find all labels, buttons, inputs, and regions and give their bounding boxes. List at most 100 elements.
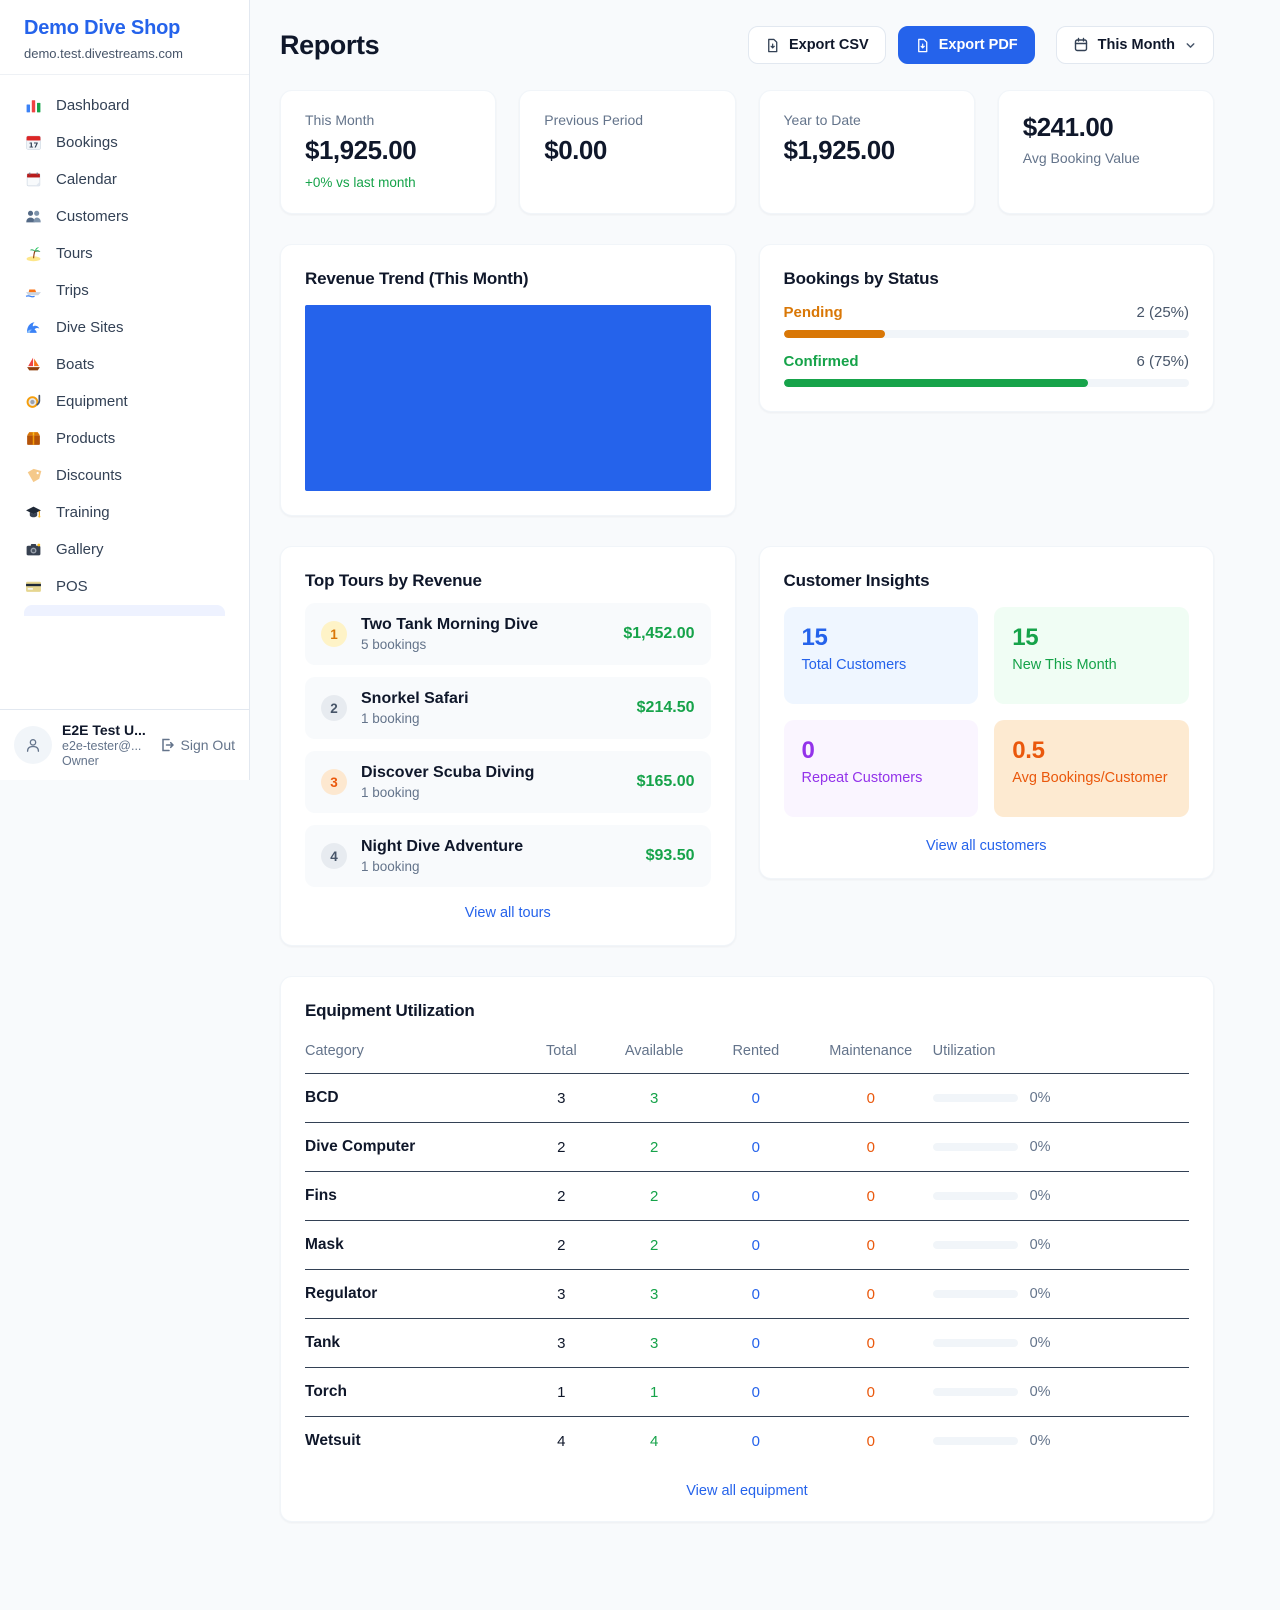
sign-out-icon (161, 738, 174, 752)
shop-domain: demo.test.divestreams.com (24, 46, 183, 61)
tour-name: Night Dive Adventure (361, 838, 524, 855)
sidebar-item-discounts[interactable]: Discounts (12, 457, 237, 494)
stat-value: $241.00 (1022, 112, 1114, 142)
sidebar-item-pos[interactable]: POS (12, 568, 237, 605)
insight-value: 15 (801, 624, 828, 651)
equipment-maintenance: 0 (808, 1318, 933, 1368)
sidebar-item-label: Training (56, 504, 110, 521)
equipment-available: 1 (605, 1367, 703, 1417)
equipment-rented: 0 (702, 1367, 809, 1417)
equipment-available: 3 (605, 1073, 703, 1123)
period-dropdown[interactable]: This Month (1055, 26, 1214, 64)
status-label: Confirmed (783, 353, 859, 370)
insight-tile-avg-bookings: 0.5 Avg Bookings/Customer (994, 720, 1189, 817)
file-download-icon (917, 38, 928, 52)
people-icon (24, 208, 42, 225)
table-row: Tank 3 3 0 0 0% (305, 1318, 1189, 1368)
equipment-category: Regulator (305, 1269, 518, 1319)
sidebar-item-trips[interactable]: Trips (12, 272, 237, 309)
sidebar-item-label: Calendar (56, 171, 117, 188)
revenue-trend-chart (305, 305, 711, 491)
sidebar-item-dive-sites[interactable]: Dive Sites (12, 309, 237, 346)
equipment-utilization-card: Equipment Utilization Category Total Ava… (280, 976, 1214, 1522)
view-all-equipment-link[interactable]: View all equipment (686, 1483, 808, 1499)
table-row: Fins 2 2 0 0 0% (305, 1171, 1189, 1221)
sidebar-user-footer: E2E Test U... e2e-tester@... Owner Sign … (0, 709, 249, 780)
status-count: 2 (25%) (1136, 304, 1189, 321)
utilization-percent: 0% (1029, 1384, 1051, 1400)
utilization-bar (932, 1290, 1018, 1298)
sidebar-item-selected-partial[interactable] (24, 605, 225, 616)
stat-value: $1,925.00 (783, 135, 896, 165)
rank-badge: 3 (321, 769, 347, 795)
sidebar-item-gallery[interactable]: Gallery (12, 531, 237, 568)
equipment-available: 3 (605, 1318, 703, 1368)
sidebar-item-boats[interactable]: Boats (12, 346, 237, 383)
stat-label: Year to Date (783, 112, 861, 128)
sidebar-item-equipment[interactable]: Equipment (12, 383, 237, 420)
utilization-bar (932, 1437, 1018, 1445)
sidebar-item-customers[interactable]: Customers (12, 198, 237, 235)
sidebar-item-dashboard[interactable]: Dashboard (12, 87, 237, 124)
tour-revenue: $214.50 (636, 699, 695, 716)
status-row-confirmed: Confirmed 6 (75%) (783, 353, 1189, 387)
status-count: 6 (75%) (1136, 353, 1189, 370)
utilization-bar (932, 1192, 1018, 1200)
sign-out-button[interactable]: Sign Out (159, 737, 235, 753)
sidebar-item-label: Trips (56, 282, 89, 299)
equipment-category: Mask (305, 1220, 518, 1270)
revenue-trend-title: Revenue Trend (This Month) (305, 269, 529, 288)
export-csv-label: Export CSV (788, 37, 869, 53)
sign-out-label: Sign Out (180, 737, 235, 753)
tour-revenue: $93.50 (645, 847, 695, 864)
table-row: Torch 1 1 0 0 0% (305, 1367, 1189, 1417)
tour-name: Snorkel Safari (361, 690, 469, 707)
equipment-rented: 0 (702, 1318, 809, 1368)
stat-card-year-to-date: Year to Date $1,925.00 (758, 90, 975, 214)
page-title: Reports (280, 29, 380, 60)
utilization-percent: 0% (1029, 1090, 1051, 1106)
shop-name: Demo Dive Shop (24, 17, 181, 39)
top-tours-title: Top Tours by Revenue (305, 571, 482, 590)
revenue-trend-card: Revenue Trend (This Month) (280, 244, 736, 516)
sailboat-icon (24, 356, 42, 373)
camera-icon (24, 541, 42, 558)
sidebar-item-training[interactable]: Training (12, 494, 237, 531)
tour-bookings: 1 booking (361, 711, 420, 726)
insight-tile-new-this-month: 15 New This Month (994, 607, 1189, 704)
utilization-percent: 0% (1029, 1237, 1051, 1253)
tour-list-item: 2 Snorkel Safari 1 booking $214.50 (305, 677, 711, 739)
equipment-rented: 0 (702, 1122, 809, 1172)
palm-island-icon (24, 245, 42, 262)
equipment-maintenance: 0 (808, 1073, 933, 1123)
user-info: E2E Test U... e2e-tester@... Owner (62, 722, 149, 768)
sidebar-item-bookings[interactable]: 17 Bookings (12, 124, 237, 161)
equipment-category: Dive Computer (305, 1122, 518, 1172)
rank-badge: 2 (321, 695, 347, 721)
sidebar-item-tours[interactable]: Tours (12, 235, 237, 272)
graduation-cap-icon (24, 504, 42, 521)
export-pdf-button[interactable]: Export PDF (897, 26, 1035, 64)
sidebar-item-calendar[interactable]: Calendar (12, 161, 237, 198)
tour-list-item: 3 Discover Scuba Diving 1 booking $165.0… (305, 751, 711, 813)
view-all-customers-link[interactable]: View all customers (925, 838, 1047, 854)
person-icon (26, 739, 40, 752)
view-all-tours-link[interactable]: View all tours (464, 905, 551, 921)
tour-name: Discover Scuba Diving (361, 764, 535, 781)
column-header-rented: Rented (702, 1035, 809, 1074)
stat-card-previous-period: Previous Period $0.00 (519, 90, 736, 214)
header-actions: Export CSV Export PDF This Month (747, 26, 1214, 64)
period-label: This Month (1097, 37, 1175, 53)
sidebar: Demo Dive Shop demo.test.divestreams.com… (0, 0, 250, 780)
stat-label: Avg Booking Value (1022, 150, 1140, 166)
bookings-by-status-title: Bookings by Status (783, 269, 939, 288)
export-csv-button[interactable]: Export CSV (747, 26, 886, 64)
utilization-bar (932, 1143, 1018, 1151)
tag-icon (24, 467, 42, 484)
equipment-available: 2 (605, 1220, 703, 1270)
user-email: e2e-tester@... (62, 739, 142, 753)
status-label: Pending (783, 304, 843, 321)
main-content: Reports Export CSV Export PDF This Month… (250, 0, 1280, 1610)
equipment-total: 2 (517, 1220, 606, 1270)
sidebar-item-products[interactable]: Products (12, 420, 237, 457)
